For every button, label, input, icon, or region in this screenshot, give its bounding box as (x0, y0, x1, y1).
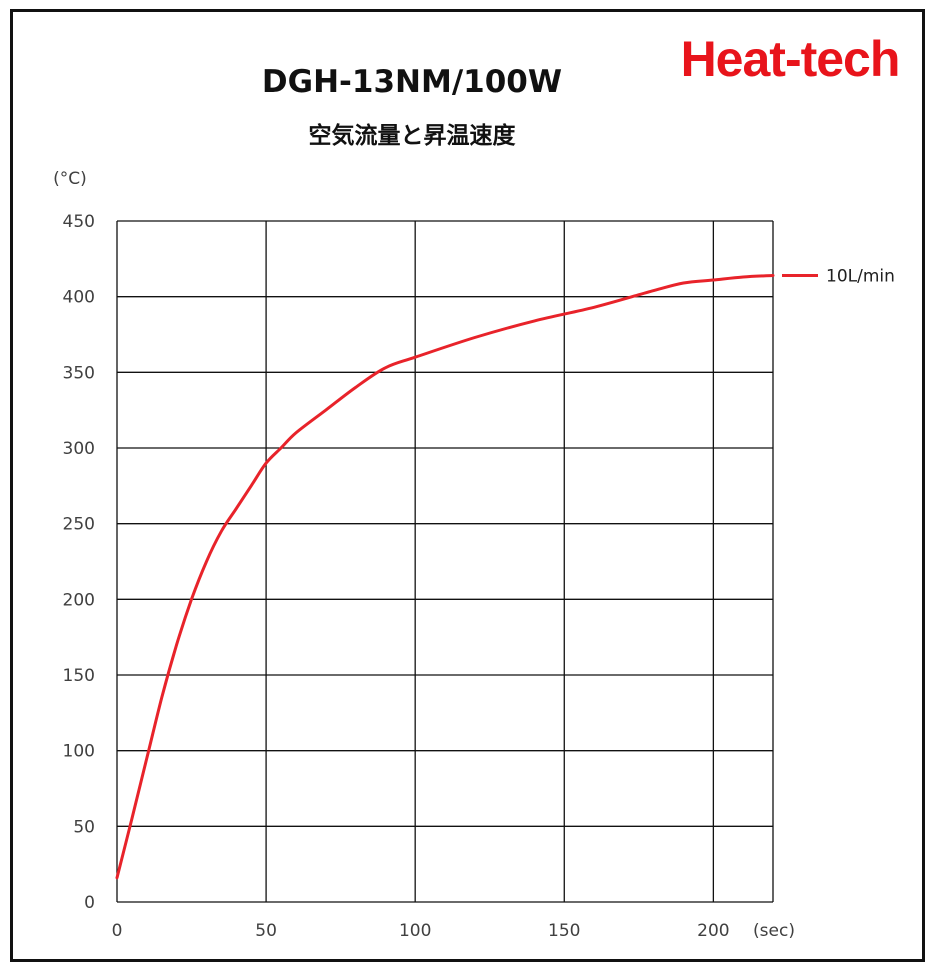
series-lines (115, 274, 775, 880)
y-tick-label: 250 (63, 515, 95, 535)
y-tick-label: 0 (84, 893, 95, 913)
y-tick-label: 100 (63, 742, 95, 762)
y-tick-label: 200 (63, 590, 95, 610)
chart-title: DGH-13NM/100W (262, 64, 562, 100)
legend: 10L/min (782, 266, 895, 286)
x-tick-label: 200 (697, 921, 729, 941)
legend-label: 10L/min (826, 266, 895, 286)
x-tick-label: 100 (399, 921, 431, 941)
y-tick-label: 150 (63, 666, 95, 686)
y-tick-label: 350 (63, 363, 95, 383)
tick-labels: 0 50 100 150 200 250 300 350 400 450 0 50 100 150 200 (63, 212, 730, 941)
y-tick-label: 450 (63, 212, 95, 232)
x-tick-label: 150 (548, 921, 580, 941)
x-tick-label: 0 (112, 921, 123, 941)
x-tick-label: 50 (255, 921, 277, 941)
y-tick-label: 300 (63, 439, 95, 459)
y-tick-label: 400 (63, 288, 95, 308)
chart-subtitle: 空気流量と昇温速度 (309, 122, 517, 149)
series-line (115, 274, 775, 880)
y-axis-unit: (°C) (53, 169, 87, 189)
grid-lines (116, 220, 774, 903)
brand-logo: Heat-tech (681, 31, 900, 87)
x-axis-unit: (sec) (753, 921, 795, 941)
y-tick-label: 50 (73, 817, 95, 837)
